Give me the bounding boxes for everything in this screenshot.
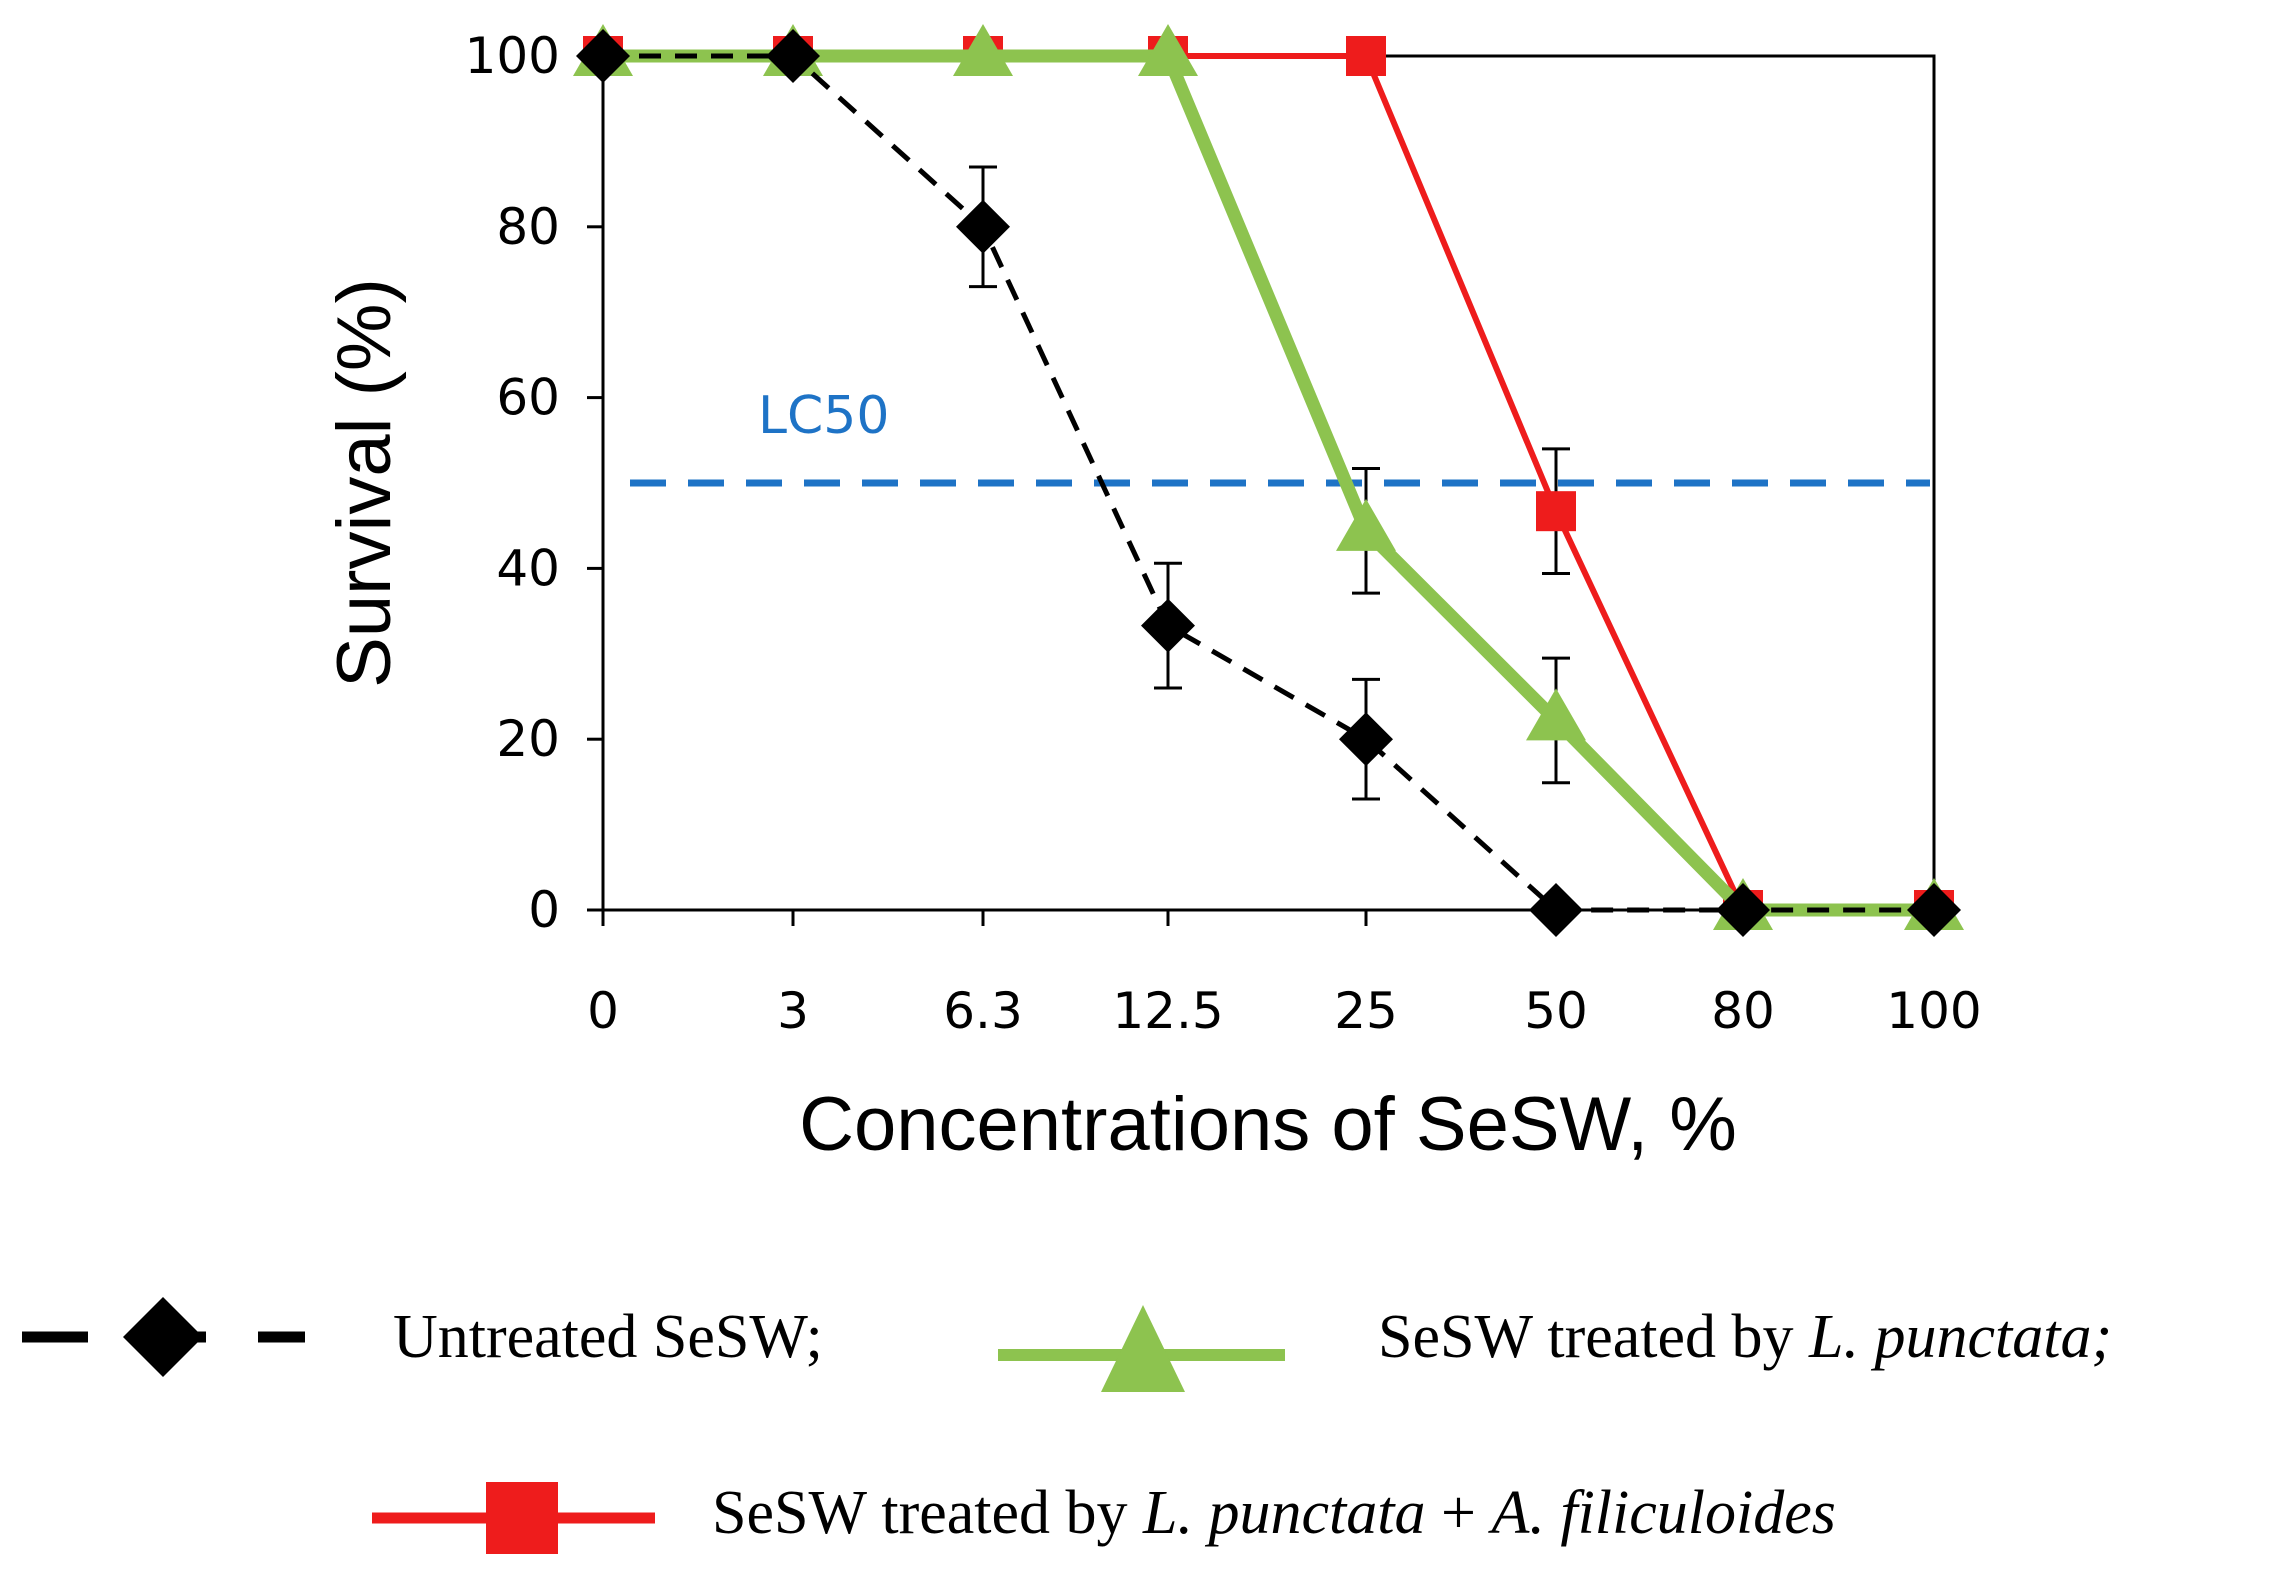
legend-swatch-untreated-diamond-icon: [123, 1297, 203, 1377]
series-0-point-7: [1907, 883, 1961, 937]
y-axis-title: Survival (%): [322, 278, 407, 688]
series-0-point-3: [1141, 598, 1195, 653]
series-2-point-5: [1536, 491, 1576, 532]
series-0-point-1: [766, 29, 820, 83]
legend: Untreated SeSW; SeSW treated by L. punct…: [22, 1297, 2112, 1554]
y-tick-label-5: 100: [465, 27, 560, 85]
series-0-line: [603, 53, 1934, 913]
lc50-label: LC50: [758, 386, 889, 446]
series-layer: LC50: [573, 24, 1964, 937]
y-tick-label-1: 20: [496, 710, 560, 768]
legend-label-combined: SeSW treated by L. punctata + A. filicul…: [712, 1479, 1836, 1547]
y-axis-ticks: 0 20 40 60 80 100: [465, 27, 603, 939]
x-axis-title: Concentrations of SeSW, %: [799, 1082, 1737, 1167]
x-tick-label-2: 6.3: [943, 982, 1023, 1040]
x-tick-label-0: 0: [587, 982, 619, 1040]
series-0-point-0: [576, 29, 630, 83]
series-1: [573, 24, 1964, 930]
legend-label-l-punctata-species: L. punctata;: [1808, 1303, 2112, 1371]
y-tick-label-0: 0: [528, 881, 560, 939]
legend-label-combined-species-1: L. punctata: [1142, 1479, 1425, 1547]
series-0-point-6: [1716, 883, 1770, 937]
x-tick-label-7: 100: [1886, 982, 1981, 1040]
legend-label-untreated: Untreated SeSW;: [393, 1303, 823, 1371]
x-axis-ticks: 0 3 6.3 12.5 25 50 80 100: [587, 910, 1982, 1040]
series-0-point-2: [956, 199, 1010, 254]
y-tick-label-3: 60: [496, 369, 560, 427]
legend-label-l-punctata-prefix: SeSW treated by: [1378, 1303, 1809, 1371]
x-tick-label-3: 12.5: [1112, 982, 1223, 1040]
series-0-point-5: [1529, 883, 1583, 937]
x-tick-label-6: 80: [1711, 982, 1775, 1040]
series-1-line: [603, 49, 1934, 917]
series-0: [576, 29, 1961, 937]
y-tick-label-2: 40: [496, 539, 560, 597]
series-1-point-5: [1526, 688, 1586, 741]
legend-label-combined-species-2: A. filiculoides: [1487, 1479, 1835, 1547]
series-0-point-4: [1339, 712, 1393, 767]
legend-label-combined-plus: +: [1426, 1479, 1492, 1547]
legend-label-combined-prefix: SeSW treated by: [712, 1479, 1143, 1547]
x-tick-label-4: 25: [1334, 982, 1398, 1040]
x-tick-label-5: 50: [1524, 982, 1588, 1040]
series-1-point-4: [1336, 498, 1396, 551]
legend-swatch-square-icon: [486, 1482, 558, 1554]
legend-label-l-punctata: SeSW treated by L. punctata;: [1378, 1303, 2112, 1371]
x-tick-label-1: 3: [777, 982, 809, 1040]
series-1-point-3: [1138, 24, 1198, 76]
legend-entry-untreated: Untreated SeSW;: [22, 1297, 823, 1377]
legend-entry-l-punctata: SeSW treated by L. punctata;: [998, 1303, 2112, 1392]
legend-entry-l-punctata-a-filiculoides: SeSW treated by L. punctata + A. filicul…: [372, 1479, 1836, 1554]
legend-swatch-triangle-icon: [1101, 1305, 1185, 1392]
y-tick-label-4: 80: [496, 198, 560, 256]
series-1-point-2: [953, 24, 1013, 76]
series-2-point-4: [1346, 36, 1386, 76]
